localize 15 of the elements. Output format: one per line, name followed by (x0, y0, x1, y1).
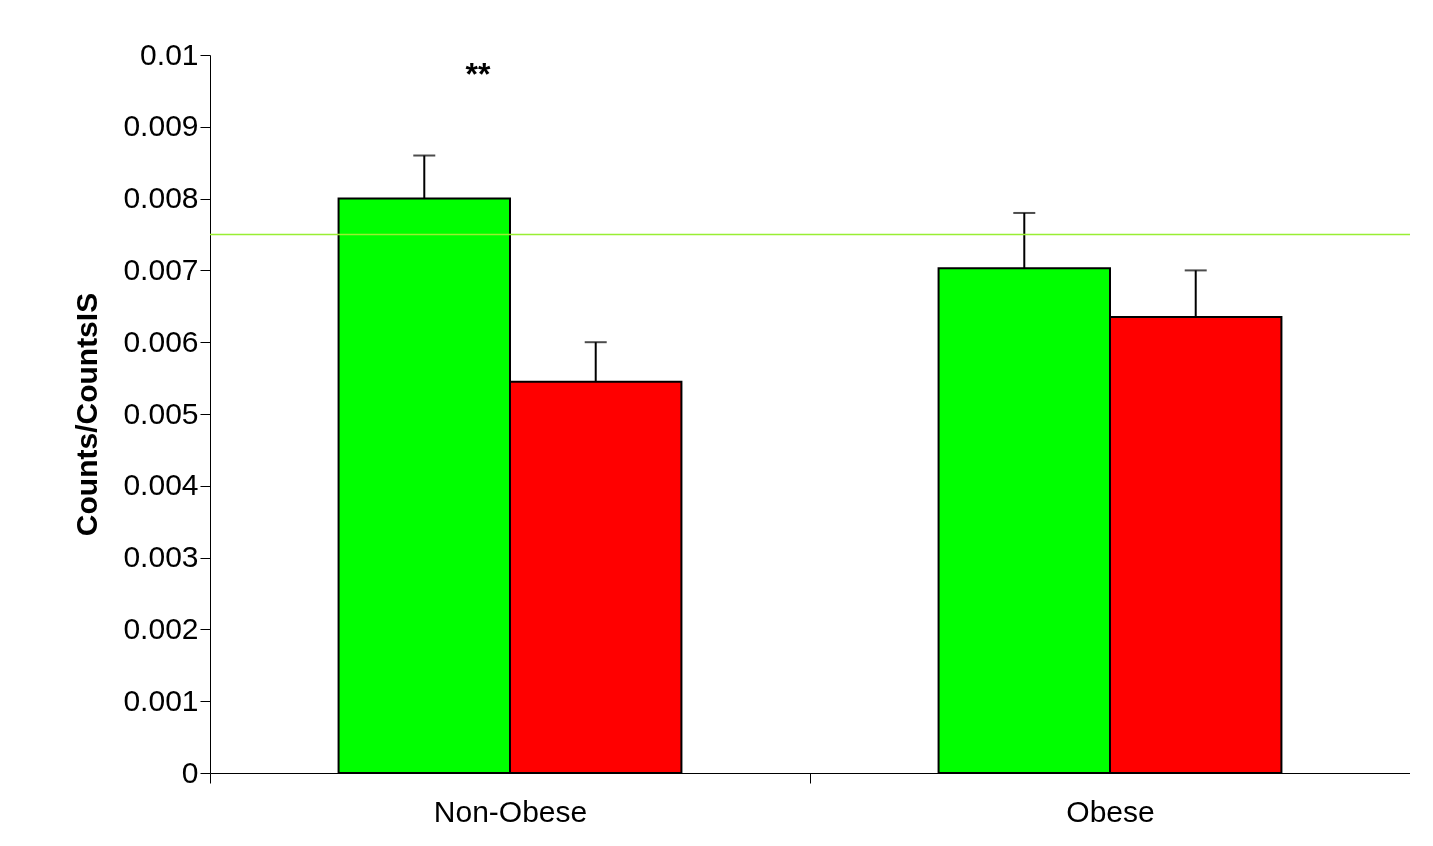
y-tick-label: 0.005 (123, 396, 199, 430)
x-tick-label: Non-Obese (433, 794, 588, 828)
y-tick-label: 0.009 (123, 109, 199, 143)
y-tick-label: 0.006 (123, 324, 199, 358)
y-tick-label: 0 (181, 755, 199, 789)
y-tick-label: 0.001 (123, 683, 199, 717)
y-axis-title: Counts/CountsIS (70, 292, 104, 537)
y-tick-label: 0.007 (123, 252, 199, 286)
x-tick-label: Obese (1066, 794, 1155, 828)
y-tick-label: 0.002 (123, 611, 199, 645)
y-tick-label: 0.003 (123, 540, 199, 574)
y-tick-label: 0.004 (123, 468, 199, 502)
annotation: ** (465, 56, 491, 92)
y-tick-label: 0.01 (140, 37, 199, 71)
y-tick-label: 0.008 (123, 181, 199, 215)
